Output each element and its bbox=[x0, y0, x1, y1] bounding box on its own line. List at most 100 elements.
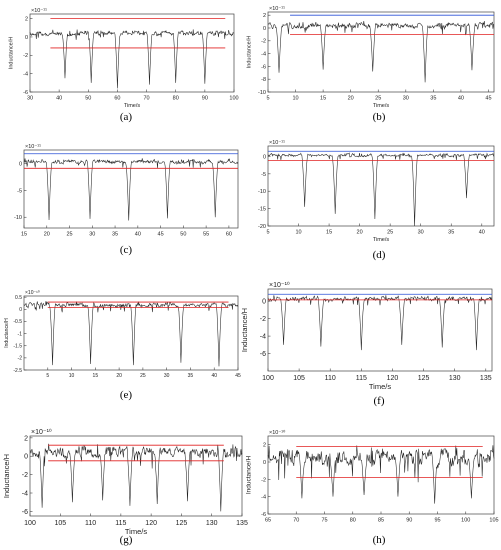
x-tick-label: 40 bbox=[56, 96, 62, 102]
y-tick-label: 2 bbox=[263, 443, 266, 449]
x-tick-label: 5 bbox=[266, 230, 269, 236]
x-tick-label: 90 bbox=[406, 518, 412, 524]
y-tick-label: 0.5 bbox=[15, 295, 22, 301]
x-tick-label: 135 bbox=[480, 375, 492, 382]
plot-frame bbox=[29, 435, 243, 517]
x-tick-label: 30 bbox=[418, 230, 424, 236]
x-tick-label: 20 bbox=[44, 232, 50, 238]
y-tick-label: -2 bbox=[22, 472, 28, 479]
y-tick-label: -2 bbox=[260, 316, 266, 323]
x-tick-label: 35 bbox=[188, 373, 194, 379]
panel-f: 100 105 110 115 120 125 130 135 -6 -4 -2 0 ×10⁻¹⁰ Tim… bbox=[240, 281, 493, 391]
x-tick-label: 15 bbox=[21, 232, 27, 238]
x-tick-label: 50 bbox=[85, 96, 91, 102]
y-tick-label: -4 bbox=[22, 490, 28, 497]
y-axis-label: Inductance/H bbox=[246, 456, 253, 495]
y-tick-label: -8 bbox=[261, 77, 266, 83]
caption-f: (f) bbox=[374, 395, 385, 407]
y-tick-label: -6 bbox=[23, 90, 28, 96]
y-tick-label: -1.5 bbox=[13, 343, 22, 349]
signal-line bbox=[29, 29, 235, 89]
y-tick-label: 2 bbox=[263, 13, 266, 19]
x-tick-label: 75 bbox=[321, 518, 327, 524]
x-tick-label: 40 bbox=[211, 373, 217, 379]
signal-line bbox=[267, 445, 495, 504]
x-tick-label: 135 bbox=[236, 520, 248, 527]
y-tick-label: -2 bbox=[18, 356, 23, 362]
x-tick-label: 5 bbox=[46, 373, 49, 379]
y-tick-label: 0 bbox=[263, 154, 266, 160]
panel-c: 15 20 25 30 35 40 45 50 55 60 -10 -5 0 ×10⁻¹¹ bbox=[14, 144, 239, 238]
x-tick-label: 40 bbox=[135, 232, 141, 238]
caption-d: (d) bbox=[373, 249, 386, 261]
x-tick-label: 130 bbox=[206, 520, 218, 527]
y-tick-label: -6 bbox=[261, 64, 266, 70]
panel-b: 5 10 15 20 25 30 35 40 45 -10 -8 -6 -4 -2 0 2×10⁻¹¹ Time… bbox=[247, 6, 495, 109]
y-tick-label: -10 bbox=[258, 189, 266, 195]
y-tick-label: -5 bbox=[261, 172, 266, 178]
x-tick-label: 80 bbox=[350, 518, 356, 524]
x-tick-label: 25 bbox=[140, 373, 146, 379]
x-tick-label: 115 bbox=[115, 520, 126, 527]
y-tick-label: 2 bbox=[25, 17, 28, 23]
x-tick-label: 125 bbox=[176, 520, 188, 527]
x-tick-label: 115 bbox=[356, 375, 367, 382]
y-tick-label: -10 bbox=[14, 215, 22, 221]
x-tick-label: 120 bbox=[387, 375, 399, 382]
y-tick-label: -4 bbox=[260, 334, 266, 341]
y-tick-label: 0 bbox=[262, 299, 266, 306]
x-tick-label: 90 bbox=[202, 96, 208, 102]
x-tick-label: 10 bbox=[292, 96, 298, 102]
y-axis-label: Inductance/H bbox=[240, 308, 249, 352]
x-axis-label: Time/s bbox=[125, 527, 147, 536]
y-tick-label: 0 bbox=[24, 454, 28, 461]
x-axis-label: Time/s bbox=[373, 237, 390, 243]
signal-line bbox=[267, 20, 495, 83]
y-axis-label: Inductance/H bbox=[4, 318, 10, 348]
y-tick-label: -5 bbox=[17, 188, 22, 194]
y-axis-label: Inductance/H bbox=[2, 454, 11, 498]
signal-line bbox=[23, 158, 239, 221]
y-axis-label: Inductance/H bbox=[247, 36, 253, 68]
x-tick-label: 45 bbox=[485, 96, 491, 102]
y-tick-label: -10 bbox=[258, 90, 266, 96]
x-tick-label: 105 bbox=[489, 518, 498, 524]
caption-h: (h) bbox=[373, 534, 386, 546]
y-tick-label: -4 bbox=[23, 72, 28, 78]
x-tick-label: 70 bbox=[144, 96, 150, 102]
x-tick-label: 50 bbox=[180, 232, 186, 238]
y-tick-label: 0 bbox=[263, 26, 266, 32]
x-tick-label: 35 bbox=[112, 232, 118, 238]
y-tick-label: -2 bbox=[261, 39, 266, 45]
plot-frame bbox=[29, 13, 235, 93]
y-tick-label: -6 bbox=[260, 351, 266, 358]
x-tick-label: 60 bbox=[114, 96, 120, 102]
x-tick-label: 100 bbox=[24, 520, 36, 527]
x-tick-label: 80 bbox=[173, 96, 179, 102]
x-tick-label: 15 bbox=[93, 373, 99, 379]
x-tick-label: 95 bbox=[434, 518, 440, 524]
x-tick-label: 25 bbox=[387, 230, 393, 236]
x-tick-label: 110 bbox=[85, 520, 96, 527]
x-tick-label: 40 bbox=[479, 230, 485, 236]
plot-frame bbox=[267, 145, 495, 227]
panel-g: 100 105 110 115 120 125 130 135 -6 -4 -2 0 2×10⁻¹⁰ Ti… bbox=[2, 428, 248, 536]
x-tick-label: 10 bbox=[295, 230, 301, 236]
signal-line bbox=[267, 152, 495, 227]
x-tick-label: 10 bbox=[69, 373, 75, 379]
y-exponent-label: ×10⁻¹⁰ bbox=[269, 281, 290, 289]
x-tick-label: 20 bbox=[357, 230, 363, 236]
y-tick-label: 2 bbox=[24, 435, 28, 442]
plot-frame bbox=[23, 149, 239, 229]
x-tick-label: 55 bbox=[203, 232, 209, 238]
y-exponent-label: ×10⁻¹¹ bbox=[269, 140, 285, 146]
x-axis-label: Time/s bbox=[124, 103, 141, 109]
x-tick-label: 100 bbox=[262, 375, 274, 382]
x-tick-label: 45 bbox=[235, 373, 241, 379]
x-tick-label: 100 bbox=[461, 518, 470, 524]
panel-e: 5 10 15 20 25 30 35 40 45 -2.5 -2 -1.5 -1 -0.5 0 0.5×10… bbox=[4, 290, 241, 379]
x-tick-label: 120 bbox=[145, 520, 157, 527]
y-tick-label: -1 bbox=[18, 331, 23, 337]
x-tick-label: 30 bbox=[27, 96, 33, 102]
x-tick-label: 130 bbox=[449, 375, 461, 382]
